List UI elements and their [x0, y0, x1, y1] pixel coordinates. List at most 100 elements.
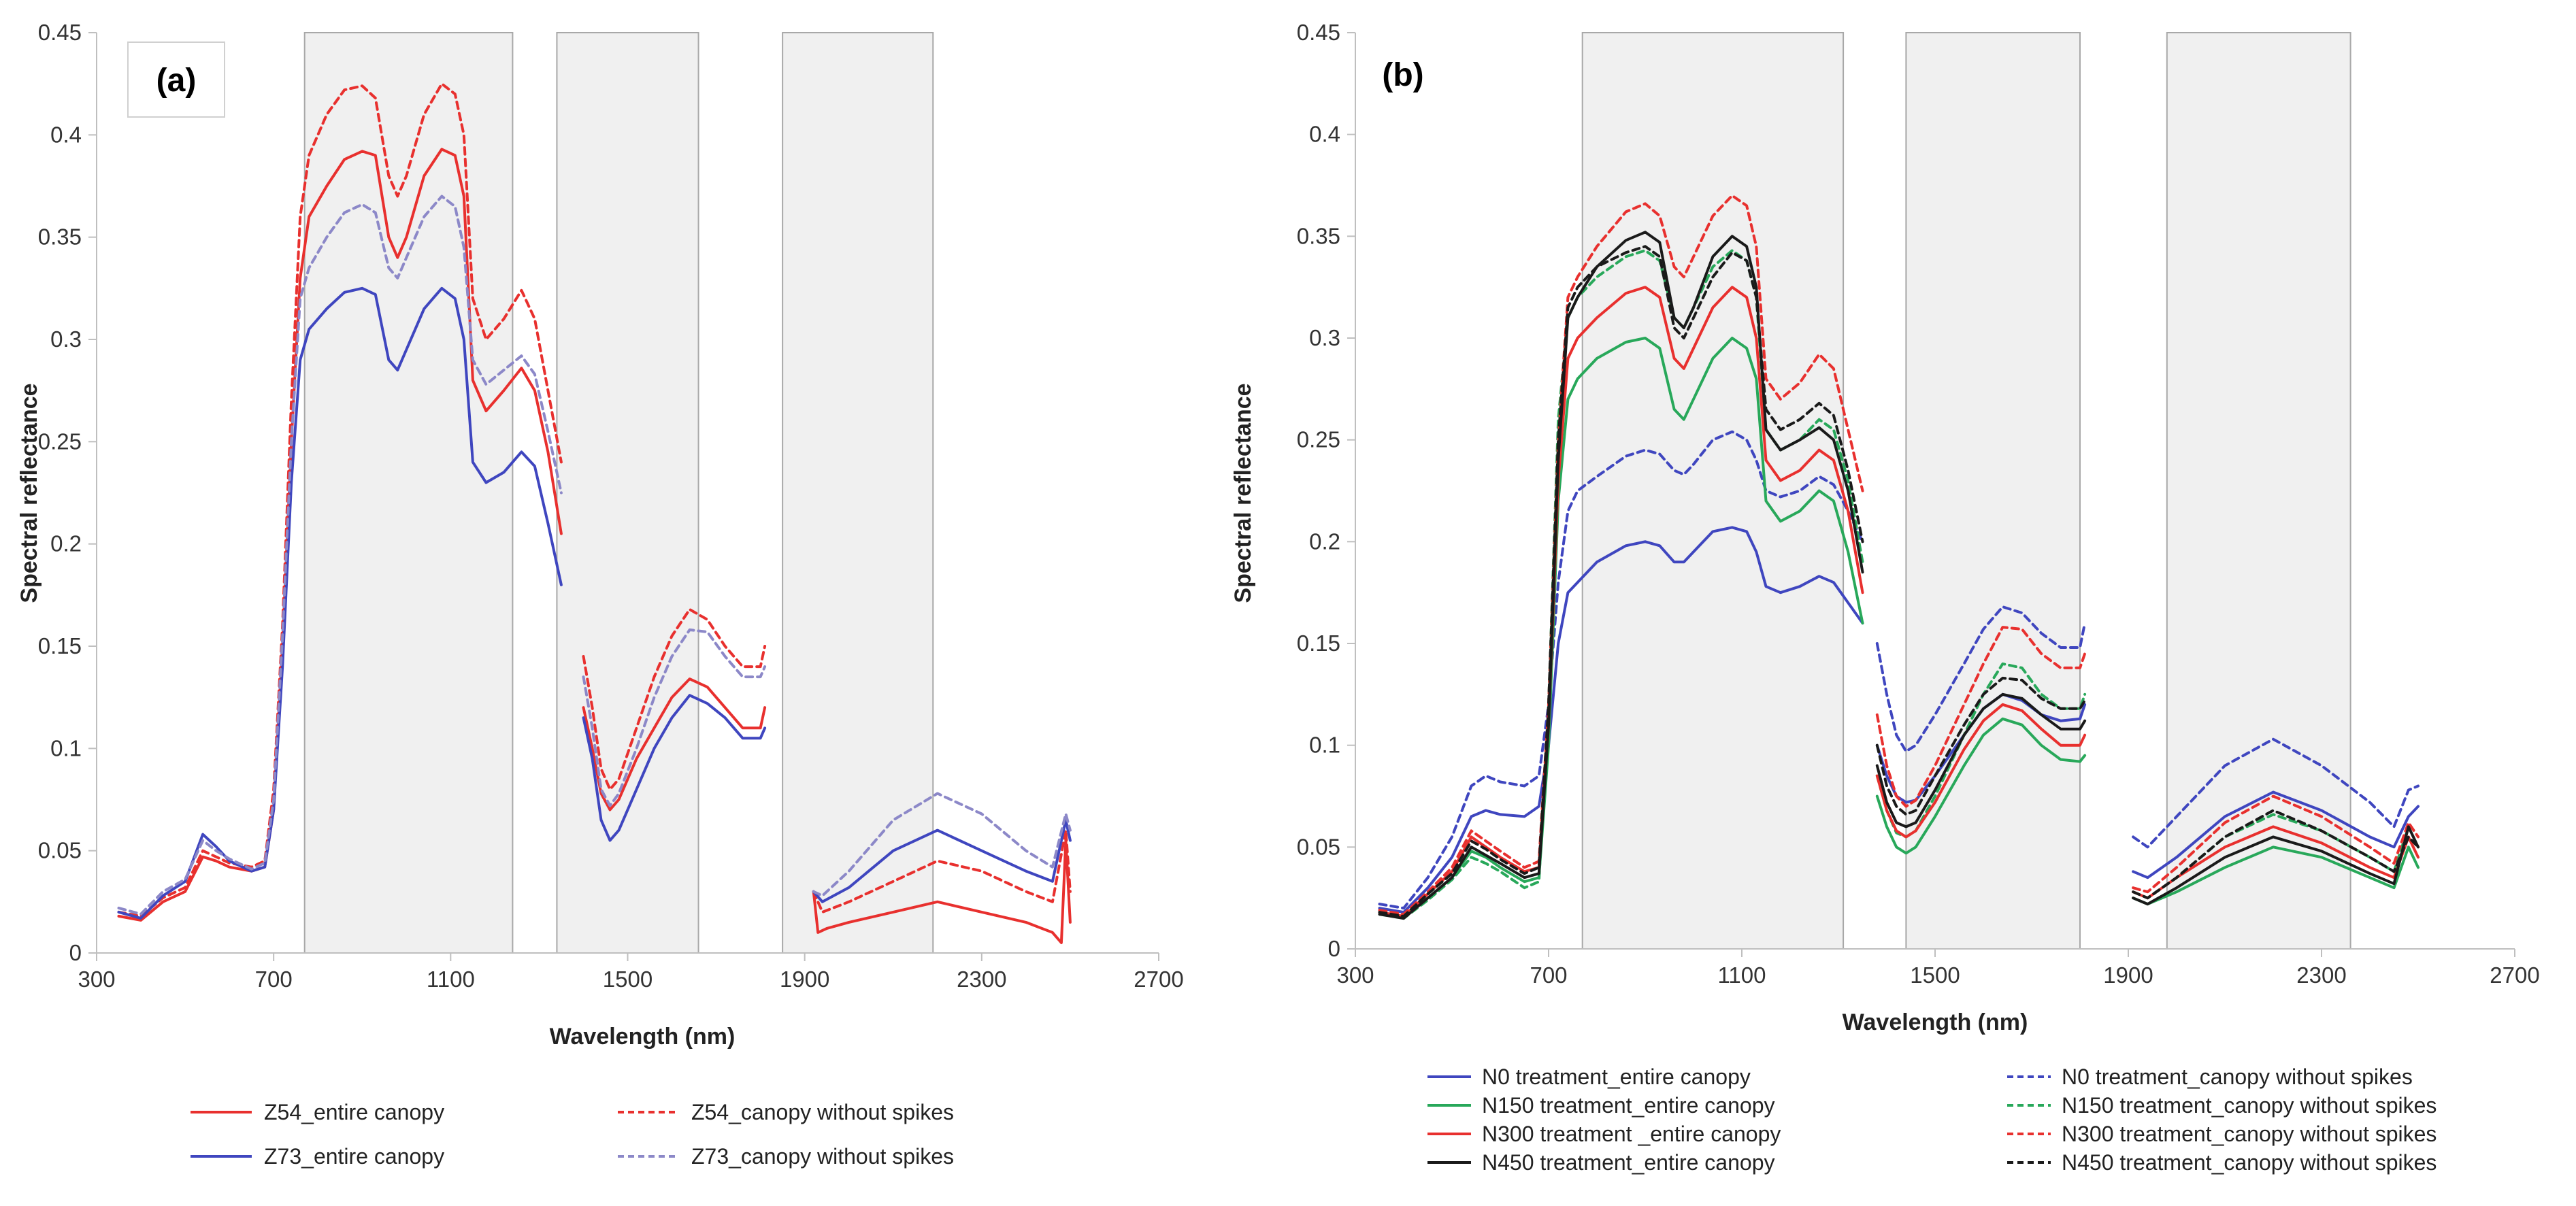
- panel-b-x-tick-label: 1500: [1910, 962, 1960, 988]
- panel-b-x-axis-title: Wavelength (nm): [1843, 1009, 2028, 1035]
- panel-a-x-ticks: 300 700 1100 1500 1900 2300 2700: [78, 953, 1184, 992]
- panel-a-series-z73-canopy-without-spikes-segment-3: [812, 792, 1072, 897]
- panel-a-x-tick-label: 1900: [780, 967, 829, 992]
- panel-b-x-tick-label: 2700: [2490, 962, 2539, 988]
- panel-a-x-tick-label: 300: [78, 967, 115, 992]
- panel-a-y-tick-label: 0.4: [50, 122, 82, 147]
- panel-a-shaded-region-2: [556, 32, 699, 954]
- panel-b-series-n0-treatment-canopy-without-spikes-segment-2: [1875, 605, 2087, 753]
- panel-b-y-tick-label: 0.2: [1309, 529, 1340, 554]
- panel-b-series-n300-treatment-canopy-without-spikes-segment-1: [1378, 194, 1864, 916]
- panel-a-legend-label: Z73_entire canopy: [264, 1144, 444, 1169]
- panel-b-series-n300-treatment-entire-canopy-segment-1: [1378, 286, 1864, 918]
- panel-b-x-ticks: 300 700 1100 1500 1900 2300 2700: [1336, 949, 2540, 988]
- panel-a-x-axis-title: Wavelength (nm): [550, 1024, 736, 1050]
- panel-b-shaded-regions: [1581, 32, 2351, 950]
- panel-b-y-tick-label: 0.4: [1309, 122, 1340, 147]
- panel-a-series-z73-canopy-without-spikes-segment-2: [582, 628, 767, 807]
- panel-b-legend-label: N300 treatment_canopy without spikes: [2062, 1122, 2437, 1146]
- panel-b-series-n0-treatment-canopy-without-spikes-segment-1: [1378, 430, 1864, 910]
- panel-b-series-n450-treatment-canopy-without-spikes-segment-1: [1378, 245, 1864, 918]
- panel-b-label: (b): [1382, 57, 1423, 93]
- panel-a-legend-label: Z54_entire canopy: [264, 1100, 444, 1124]
- panel-a-label: (a): [156, 63, 197, 99]
- panel-b-y-tick-label: 0.35: [1297, 223, 1340, 248]
- panel-a-y-tick-label: 0.1: [50, 735, 82, 760]
- panel-b-y-tick-label: 0.3: [1309, 325, 1340, 350]
- panel-a-x-tick-label: 1100: [427, 967, 475, 992]
- panel-b-series-n0-treatment-canopy-without-spikes-segment-3: [2132, 737, 2420, 849]
- panel-b-series-n150-treatment-entire-canopy-segment-3: [2132, 845, 2420, 906]
- panel-a-series-z54-entire-canopy-segment-1: [117, 148, 563, 922]
- panel-b-series-n450-treatment-entire-canopy-segment-2: [1875, 692, 2087, 828]
- panel-a-series-z73-entire-canopy-segment-1: [117, 286, 563, 920]
- panel-b-x-tick-label: 300: [1336, 962, 1374, 988]
- panel-b-y-tick-label: 0.15: [1297, 631, 1340, 656]
- panel-a-x-tick-label: 1500: [603, 967, 653, 992]
- panel-b-y-tick-label: 0.1: [1309, 733, 1340, 758]
- panel-a-legend: Z54_entire canopy Z54_canopy without spik…: [191, 1100, 954, 1169]
- panel-b-legend-label: N0 treatment_canopy without spikes: [2062, 1065, 2413, 1089]
- panel-a-series-z73-entire-canopy-segment-2: [582, 694, 767, 842]
- panel-a-x-tick-label: 2700: [1134, 967, 1183, 992]
- panel-a-series-z54-canopy-without-spikes-segment-1: [117, 82, 563, 918]
- panel-b-series-n150-treatment-entire-canopy-segment-1: [1378, 337, 1864, 918]
- panel-b: 0 0.05 0.1 0.15 0.2 0.25 0.3 0.35 0.4 0.45 300 700…: [1230, 20, 2540, 1175]
- panel-a-y-tick-label: 0.35: [38, 224, 82, 250]
- panel-b-y-ticks: 0 0.05 0.1 0.15 0.2 0.25 0.3 0.35 0.4 0.45: [1297, 20, 1355, 961]
- panel-a-x-tick-label: 2300: [957, 967, 1006, 992]
- panel-a-series: [117, 82, 1072, 944]
- panel-b-series-n150-treatment-entire-canopy-segment-2: [1875, 717, 2087, 855]
- panel-b-y-tick-label: 0.45: [1297, 20, 1340, 45]
- panel-b-series-n300-treatment-canopy-without-spikes-segment-3: [2132, 794, 2420, 894]
- panel-b-series-n300-treatment-entire-canopy-segment-2: [1875, 703, 2087, 839]
- panel-a-y-tick-label: 0: [69, 940, 82, 965]
- panel-a: 0 0.05 0.1 0.15 0.2 0.25 0.3 0.35 0.4 0.45 300 700…: [16, 20, 1184, 1169]
- panel-b-series-n300-treatment-canopy-without-spikes-segment-2: [1875, 626, 2087, 808]
- panel-a-y-tick-label: 0.25: [38, 429, 82, 454]
- panel-a-y-ticks: 0 0.05 0.1 0.15 0.2 0.25 0.3 0.35 0.4 0.45: [38, 20, 97, 965]
- panel-b-x-tick-label: 700: [1530, 962, 1567, 988]
- panel-a-y-tick-label: 0.3: [50, 326, 82, 352]
- panel-a-series-z54-canopy-without-spikes-segment-2: [582, 607, 767, 791]
- panel-b-x-tick-label: 1900: [2103, 962, 2153, 988]
- panel-a-y-tick-label: 0.45: [38, 20, 82, 45]
- panel-b-series-n450-treatment-canopy-without-spikes-segment-2: [1875, 676, 2087, 816]
- panel-a-y-tick-label: 0.15: [38, 633, 82, 658]
- panel-b-legend: N0 treatment_entire canopy N0 treatment_c…: [1427, 1065, 2437, 1175]
- panel-a-x-tick-label: 700: [255, 967, 293, 992]
- panel-b-legend-label: N450 treatment_entire canopy: [1482, 1150, 1774, 1175]
- panel-a-series-z73-canopy-without-spikes-segment-1: [117, 195, 563, 916]
- panel-b-shaded-region-2: [1905, 32, 2081, 950]
- panel-a-y-axis-title: Spectral reflectance: [16, 383, 42, 603]
- panel-b-y-tick-label: 0.05: [1297, 834, 1340, 859]
- panel-b-series-n0-treatment-entire-canopy-segment-1: [1378, 526, 1864, 914]
- panel-b-legend-label: N450 treatment_canopy without spikes: [2062, 1150, 2437, 1175]
- panel-a-series-z73-entire-canopy-segment-3: [812, 818, 1072, 903]
- panel-a-series-z54-entire-canopy-segment-2: [582, 677, 767, 811]
- panel-b-legend-label: N150 treatment_entire canopy: [1482, 1093, 1774, 1118]
- panel-a-legend-label: Z54_canopy without spikes: [691, 1100, 954, 1124]
- panel-b-legend-label: N150 treatment_canopy without spikes: [2062, 1093, 2437, 1118]
- panel-a-shaded-regions: [303, 32, 934, 954]
- panel-b-series-n0-treatment-entire-canopy-segment-3: [2132, 790, 2420, 880]
- panel-b-y-axis-title: Spectral reflectance: [1230, 383, 1256, 603]
- panel-b-series-n450-treatment-entire-canopy-segment-1: [1378, 231, 1864, 920]
- panel-b-series-n450-treatment-canopy-without-spikes-segment-3: [2132, 809, 2420, 900]
- panel-a-series-z54-entire-canopy-segment-3: [812, 839, 1072, 944]
- panel-a-y-tick-label: 0.2: [50, 531, 82, 556]
- panel-a-label-box: [127, 41, 225, 118]
- panel-b-series: [1378, 194, 2420, 920]
- panel-b-x-tick-label: 2300: [2296, 962, 2346, 988]
- panel-a-shaded-region-1: [303, 32, 514, 954]
- panel-b-y-tick-label: 0: [1328, 936, 1340, 961]
- panel-b-shaded-region-3: [2166, 32, 2351, 950]
- panel-a-legend-label: Z73_canopy without spikes: [691, 1144, 954, 1169]
- panel-b-shaded-region-1: [1581, 32, 1845, 950]
- panel-a-y-tick-label: 0.05: [38, 838, 82, 863]
- panel-b-legend-label: N0 treatment_entire canopy: [1482, 1065, 1751, 1089]
- panel-a-shaded-region-3: [782, 32, 934, 954]
- panel-b-x-tick-label: 1100: [1718, 962, 1766, 988]
- panel-a-series-z54-canopy-without-spikes-segment-3: [812, 828, 1072, 914]
